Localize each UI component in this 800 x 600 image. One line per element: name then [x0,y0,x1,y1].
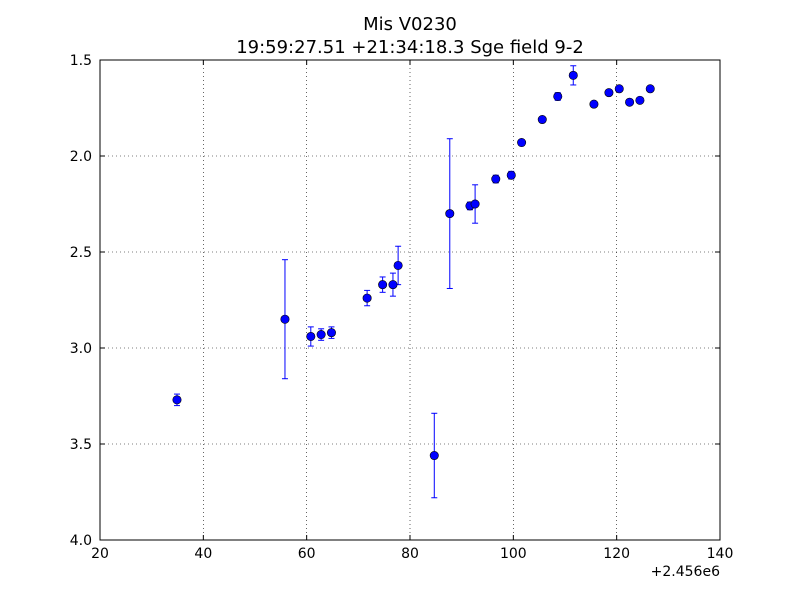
data-point [470,199,480,209]
data-point [280,314,290,324]
y-tick-label: 1.5 [70,53,92,69]
data-point [506,170,516,180]
data-point [517,138,527,148]
data-point [645,84,655,94]
data-point [429,451,439,461]
y-tick-label: 4.0 [70,533,92,549]
plot-area-frame [99,59,721,541]
data-points [172,70,655,461]
data-point [604,88,614,98]
data-point [378,280,388,290]
error-bars [173,65,654,499]
grid [100,60,720,540]
data-point [568,70,578,80]
data-point [589,99,599,109]
data-point [614,84,624,94]
x-tick-label: 20 [91,546,109,562]
y-tick-label: 3.5 [70,437,92,453]
chart-subtitle: 19:59:27.51 +21:34:18.3 Sge field 9-2 [236,37,584,58]
data-point [553,91,563,101]
data-point [445,209,455,219]
x-tick-label: 80 [401,546,419,562]
axis-ticks: 20 40 60 80 100 120 140 1.5 2.0 2.5 3.0 3.5 4.0 [70,53,734,562]
y-tick-label: 2.0 [70,149,92,165]
data-point [393,260,403,270]
data-point [306,331,316,341]
x-tick-label: 40 [194,546,212,562]
data-point [362,293,372,303]
x-tick-label: 100 [500,546,527,562]
data-point [326,328,336,338]
x-tick-label: 60 [298,546,316,562]
chart-title: Mis V0230 [363,14,457,35]
x-tick-label: 120 [603,546,630,562]
y-tick-label: 3.0 [70,341,92,357]
x-axis-offset-label: +2.456e6 [651,564,720,580]
x-tick-label: 140 [707,546,734,562]
y-tick-label: 2.5 [70,245,92,261]
data-point [491,174,501,184]
data-point [316,330,326,340]
data-point [388,280,398,290]
data-point [625,97,635,107]
data-point [172,395,182,405]
data-point [537,115,547,125]
data-point [635,95,645,105]
